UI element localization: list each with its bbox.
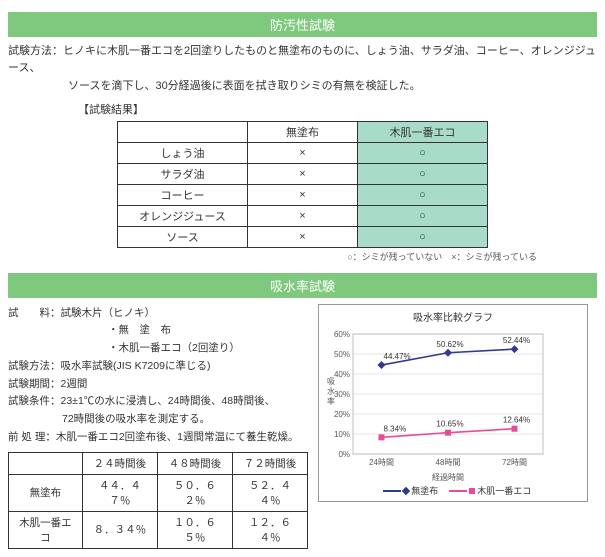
period: 試験期間：2週間: [8, 377, 308, 393]
material-sub2: ・木肌一番エコ（2回塗り）: [108, 341, 308, 357]
cell: ×: [248, 163, 358, 184]
cell: ８．３４％: [82, 511, 157, 548]
method-line1: 試験方法：ヒノキに木肌一番エコを2回塗りしたものと無塗布のものに、しょう油、サラ…: [8, 43, 597, 76]
material-label: 試 料：試験木片（ヒノキ）: [8, 306, 308, 322]
svg-text:48時間: 48時間: [436, 458, 461, 467]
chart-legend: 無塗布 木肌一番エコ: [323, 484, 583, 497]
cell: ７２時間後: [232, 452, 307, 474]
svg-text:50.62%: 50.62%: [436, 339, 463, 348]
section1-title: 防汚性試験: [8, 12, 597, 37]
table-row: 木肌一番エコ ８．３４％ １０．６５％ １２．６４％: [9, 511, 308, 548]
cond2: 72時間後の吸水率を測定する。: [62, 412, 308, 428]
result-label: 【試験結果】: [78, 101, 597, 117]
stain-h0: [118, 121, 248, 142]
cell: オレンジジュース: [118, 205, 248, 226]
svg-text:10.65%: 10.65%: [436, 419, 463, 428]
svg-text:30%: 30%: [334, 390, 350, 399]
cell: ５０．６２％: [157, 474, 232, 511]
table-row: ソース × ○: [118, 226, 488, 247]
svg-text:12.64%: 12.64%: [503, 415, 530, 424]
cell: ○: [358, 142, 488, 163]
chart-title: 吸水率比較グラフ: [323, 309, 583, 324]
cell: ×: [248, 226, 358, 247]
cell: 木肌一番エコ: [9, 511, 83, 548]
svg-text:20%: 20%: [334, 410, 350, 419]
cell: ４８時間後: [157, 452, 232, 474]
chart-box: 吸水率比較グラフ 0% 10% 20% 30% 40% 50% 60% 24時間 48時間 72時…: [318, 304, 588, 502]
method: 試験方法：吸水率試験(JIS K7209に準じる): [8, 359, 308, 375]
table-row: オレンジジュース × ○: [118, 205, 488, 226]
cell: ○: [358, 163, 488, 184]
spec-block: 試 料：試験木片（ヒノキ） ・無 塗 布 ・木肌一番エコ（2回塗り） 試験方法：…: [8, 304, 308, 549]
cell: ○: [358, 226, 488, 247]
svg-text:60%: 60%: [334, 330, 350, 339]
cell: ソース: [118, 226, 248, 247]
stain-h2: 木肌一番エコ: [358, 121, 488, 142]
cell: ×: [248, 205, 358, 226]
section2-title: 吸水率試験: [8, 273, 597, 298]
pretreat: 前 処 理：木肌一番エコ2回塗布後、1週間常温にて養生乾燥。: [8, 430, 308, 446]
svg-text:50%: 50%: [334, 350, 350, 359]
cell: ○: [358, 184, 488, 205]
method-line2: ソースを滴下し、30分経過後に表面を拭き取りシミの有無を検証した。: [68, 78, 597, 95]
svg-text:経過時間: 経過時間: [432, 472, 464, 482]
stain-h1: 無塗布: [248, 121, 358, 142]
svg-text:40%: 40%: [334, 370, 350, 379]
cell: サラダ油: [118, 163, 248, 184]
table-row: 無塗布 ４４．４７％ ５０．６２％ ５２．４４％: [9, 474, 308, 511]
stain-table: 無塗布 木肌一番エコ しょう油 × ○ サラダ油 × ○ コーヒー × ○ オレ…: [117, 121, 488, 248]
stain-legend: ○：シミが残っていない ×：シミが残っている: [8, 250, 537, 263]
absorption-chart: 0% 10% 20% 30% 40% 50% 60% 24時間 48時間 72時間経過時間 吸水率 4…: [323, 328, 565, 482]
absorb-table: ２４時間後 ４８時間後 ７２時間後 無塗布 ４４．４７％ ５０．６２％ ５２．４…: [8, 452, 308, 549]
cell: ×: [248, 184, 358, 205]
cell: １０．６５％: [157, 511, 232, 548]
table-row: サラダ油 × ○: [118, 163, 488, 184]
cell: 無塗布: [9, 474, 83, 511]
table-row: コーヒー × ○: [118, 184, 488, 205]
cell: しょう油: [118, 142, 248, 163]
cond1: 試験条件：23±1℃の水に浸漬し、24時間後、48時間後、: [8, 394, 308, 410]
svg-text:24時間: 24時間: [369, 458, 394, 467]
cell: ４４．４７％: [82, 474, 157, 511]
svg-text:10%: 10%: [334, 430, 350, 439]
svg-text:52.44%: 52.44%: [503, 336, 530, 345]
svg-text:0%: 0%: [338, 450, 350, 459]
table-row: しょう油 × ○: [118, 142, 488, 163]
cell: ２４時間後: [82, 452, 157, 474]
cell: ×: [248, 142, 358, 163]
cell: [9, 452, 83, 474]
cell: コーヒー: [118, 184, 248, 205]
cell: ○: [358, 205, 488, 226]
svg-text:44.47%: 44.47%: [384, 352, 411, 361]
cell: ５２．４４％: [232, 474, 307, 511]
svg-text:8.34%: 8.34%: [384, 424, 407, 433]
material-sub1: ・無 塗 布: [108, 323, 308, 339]
svg-text:吸水率: 吸水率: [327, 377, 335, 406]
svg-text:72時間: 72時間: [502, 458, 527, 467]
cell: １２．６４％: [232, 511, 307, 548]
